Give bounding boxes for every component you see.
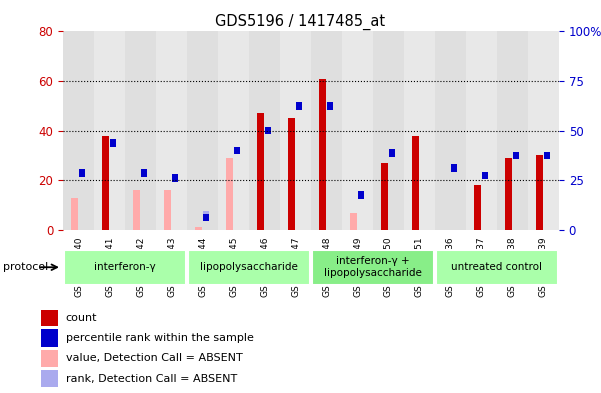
Bar <box>72 198 78 230</box>
Bar <box>125 31 156 230</box>
Text: percentile rank within the sample: percentile rank within the sample <box>66 333 254 343</box>
Text: GDS5196 / 1417485_at: GDS5196 / 1417485_at <box>215 14 386 30</box>
Bar <box>342 31 373 230</box>
Bar <box>257 113 264 230</box>
Bar <box>41 329 58 347</box>
Bar <box>545 152 550 159</box>
Bar <box>373 31 404 230</box>
Bar <box>79 169 85 176</box>
Bar <box>187 31 218 230</box>
Bar <box>474 185 481 230</box>
Bar <box>63 31 94 230</box>
Bar <box>188 250 310 285</box>
Bar <box>203 214 209 221</box>
Bar <box>218 31 249 230</box>
Bar <box>382 163 388 230</box>
Bar <box>156 31 187 230</box>
Bar <box>466 31 497 230</box>
Bar <box>266 127 271 134</box>
Bar <box>358 191 364 199</box>
Bar <box>311 31 342 230</box>
Bar <box>64 250 186 285</box>
Bar <box>350 213 357 230</box>
Bar <box>296 102 302 110</box>
Bar <box>41 370 58 387</box>
Bar <box>319 79 326 230</box>
Bar <box>312 250 435 285</box>
Text: interferon-γ +
lipopolysaccharide: interferon-γ + lipopolysaccharide <box>324 257 422 278</box>
Bar <box>102 136 109 230</box>
Bar <box>133 190 140 230</box>
Bar <box>111 140 116 147</box>
Bar <box>288 118 295 230</box>
Bar <box>389 149 395 157</box>
Text: rank, Detection Call = ABSENT: rank, Detection Call = ABSENT <box>66 374 237 384</box>
Text: untreated control: untreated control <box>451 262 543 272</box>
Bar <box>234 147 240 154</box>
Bar <box>41 309 58 326</box>
Bar <box>505 158 512 230</box>
Bar <box>536 156 543 230</box>
Bar <box>513 152 519 159</box>
Bar <box>328 102 333 110</box>
Text: protocol: protocol <box>3 262 48 272</box>
Bar <box>404 31 435 230</box>
Bar <box>165 190 171 230</box>
Bar <box>451 164 457 172</box>
Bar <box>41 350 58 367</box>
Bar <box>482 172 488 179</box>
Bar <box>203 211 209 219</box>
Bar <box>141 169 147 176</box>
Text: lipopolysaccharide: lipopolysaccharide <box>200 262 298 272</box>
Bar <box>280 31 311 230</box>
Bar <box>435 31 466 230</box>
Text: interferon-γ: interferon-γ <box>94 262 156 272</box>
Bar <box>412 136 419 230</box>
Bar <box>172 174 178 182</box>
Bar <box>249 31 280 230</box>
Text: count: count <box>66 312 97 323</box>
Bar <box>195 228 203 230</box>
Bar <box>528 31 559 230</box>
Bar <box>94 31 125 230</box>
Text: value, Detection Call = ABSENT: value, Detection Call = ABSENT <box>66 353 243 364</box>
Bar <box>436 250 558 285</box>
Bar <box>497 31 528 230</box>
Bar <box>227 158 233 230</box>
